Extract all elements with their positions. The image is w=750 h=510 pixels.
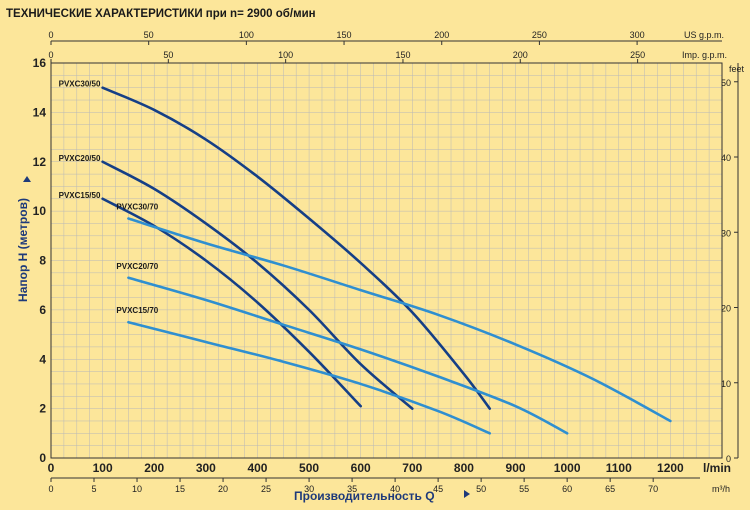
x-tick-label-m3h: 40 (390, 484, 400, 494)
x-tick-label-lmin: 400 (247, 461, 267, 475)
x-tick-label-m3h: 15 (175, 484, 185, 494)
series-label: PVXC20/70 (116, 262, 158, 271)
y-tick-label: 14 (33, 105, 47, 119)
x-tick-label-lmin: 700 (402, 461, 422, 475)
y-tick-label: 16 (33, 56, 47, 70)
x-unit-lmin: l/min (703, 461, 731, 475)
x-tick-label-lmin: 1100 (606, 461, 632, 475)
x-tick-label-m3h: 5 (92, 484, 97, 494)
x-tick-label-impgpm: 0 (48, 50, 53, 60)
series-label: PVXC30/50 (59, 80, 101, 89)
y-tick-label-feet: 50 (721, 78, 731, 88)
y-axis-title: Напор H (метров) (16, 198, 30, 302)
x-tick-label-m3h: 50 (476, 484, 486, 494)
x-tick-label-usgpm: 100 (239, 30, 254, 40)
series-label: PVXC15/50 (59, 191, 101, 200)
y-tick-label-feet: 10 (721, 379, 731, 389)
series-layer (101, 86, 672, 435)
x-tick-label-m3h: 60 (562, 484, 572, 494)
x-tick-label-m3h: 45 (433, 484, 443, 494)
x-tick-label-usgpm: 50 (144, 30, 154, 40)
x-tick-label-usgpm: 150 (337, 30, 352, 40)
chart-title: ТЕХНИЧЕСКИЕ ХАРАКТЕРИСТИКИ при n= 2900 о… (6, 8, 316, 20)
x-tick-label-m3h: 20 (218, 484, 228, 494)
series-line (101, 160, 414, 410)
y-tick-label: 12 (33, 155, 47, 169)
series-label: PVXC30/70 (116, 203, 158, 212)
x-tick-label-lmin: 900 (506, 461, 526, 475)
series-line (127, 276, 569, 435)
x-tick-label-lmin: 800 (454, 461, 474, 475)
x-unit-impgpm: Imp. g.p.m. (682, 50, 727, 60)
y-tick-label: 2 (39, 402, 46, 416)
x-tick-label-m3h: 65 (605, 484, 615, 494)
x-tick-label-lmin: 300 (196, 461, 216, 475)
x-tick-label-impgpm: 200 (513, 50, 528, 60)
x-tick-label-m3h: 0 (48, 484, 53, 494)
series-line (101, 86, 492, 410)
x-axis-title: Производительность Q (294, 489, 435, 503)
series-line (127, 320, 492, 435)
y-tick-label-feet: 40 (721, 153, 731, 163)
series-line (127, 217, 672, 423)
y-tick-label: 0 (39, 451, 46, 465)
series-label: PVXC20/50 (59, 154, 101, 163)
x-tick-label-lmin: 500 (299, 461, 319, 475)
x-tick-label-m3h: 35 (347, 484, 357, 494)
y-tick-label-feet: 20 (721, 304, 731, 314)
x-unit-usgpm: US g.p.m. (684, 30, 724, 40)
y-tick-label: 10 (33, 204, 47, 218)
x-tick-label-impgpm: 50 (163, 50, 173, 60)
x-tick-label-m3h: 25 (261, 484, 271, 494)
x-tick-label-lmin: 1000 (554, 461, 581, 475)
x-tick-label-usgpm: 0 (48, 30, 53, 40)
x-unit-m3h: m³/h (712, 484, 730, 494)
y-tick-label-feet: 0 (726, 454, 731, 464)
x-tick-label-m3h: 30 (304, 484, 314, 494)
x-tick-label-impgpm: 100 (278, 50, 293, 60)
x-axis-arrow (464, 490, 470, 498)
x-tick-label-m3h: 70 (648, 484, 658, 494)
y-axis-arrow (23, 176, 31, 182)
y-unit-feet: feet (729, 64, 745, 74)
x-tick-label-usgpm: 300 (630, 30, 645, 40)
y-tick-label: 4 (39, 352, 46, 366)
grid (50, 62, 723, 459)
series-labels: PVXC30/50 PVXC20/50 PVXC15/50 PVXC30/70 PVXC… (59, 80, 159, 316)
x-tick-label-lmin: 0 (48, 461, 55, 475)
x-tick-label-lmin: 200 (144, 461, 164, 475)
x-tick-label-usgpm: 200 (434, 30, 449, 40)
y-tick-label-feet: 30 (721, 228, 731, 238)
y-tick-label: 8 (39, 254, 46, 268)
y-tick-label: 6 (39, 303, 46, 317)
x-tick-label-usgpm: 250 (532, 30, 547, 40)
x-tick-label-m3h: 55 (519, 484, 529, 494)
x-tick-label-lmin: 600 (351, 461, 371, 475)
x-tick-label-m3h: 10 (132, 484, 142, 494)
x-tick-label-lmin: 100 (93, 461, 113, 475)
x-tick-label-impgpm: 250 (630, 50, 645, 60)
x-tick-label-lmin: 1200 (657, 461, 684, 475)
series-label: PVXC15/70 (116, 306, 158, 315)
x-tick-label-impgpm: 150 (395, 50, 410, 60)
